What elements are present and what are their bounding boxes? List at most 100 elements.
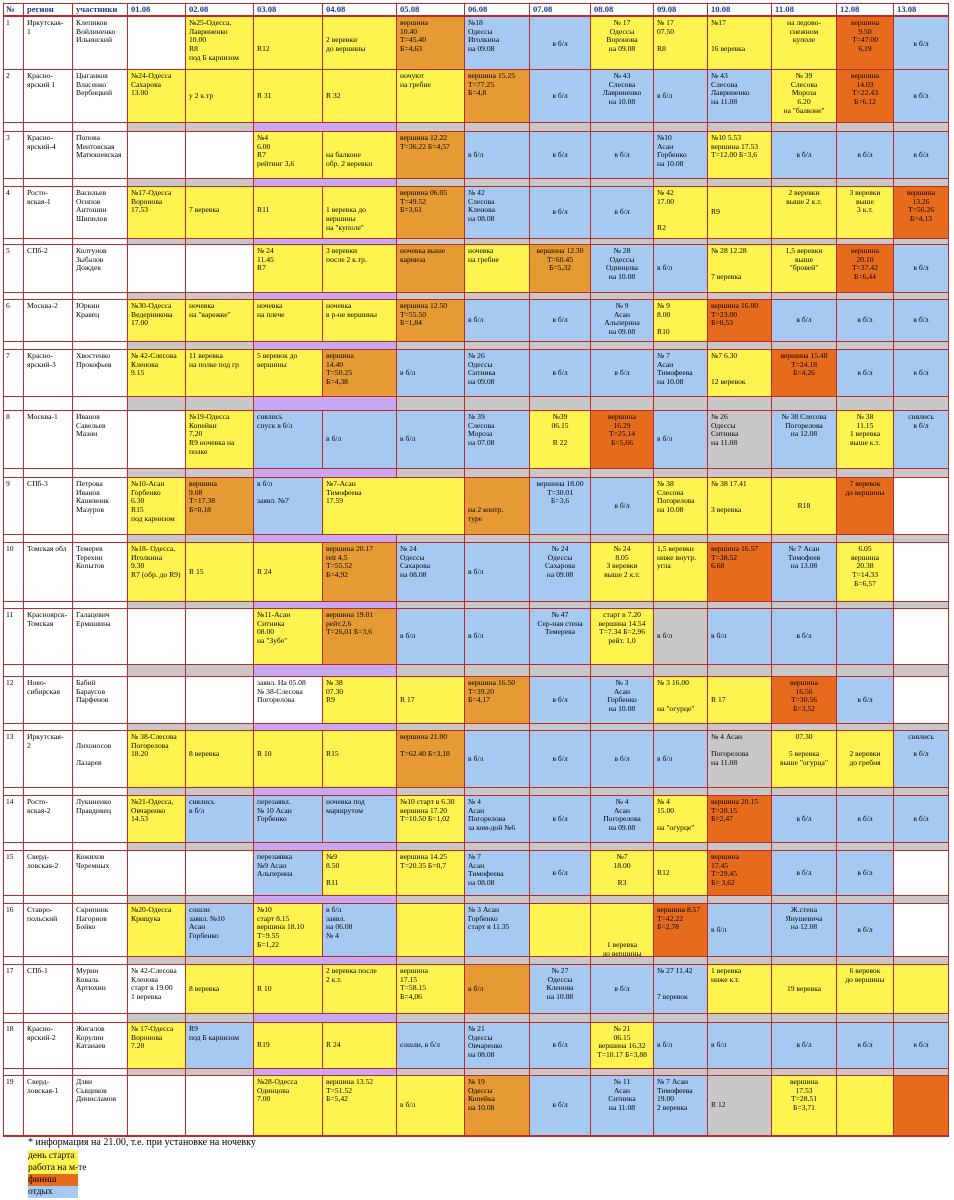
- separator-members: [73, 787, 128, 795]
- cell-line: на 09.08: [468, 377, 495, 387]
- schedule-cell: 1,5 веревки ниже внутр. угла: [654, 542, 708, 601]
- cell-line: R9 ночевка на: [189, 438, 235, 448]
- member-name: Лихоносов: [76, 740, 112, 750]
- schedule-cell: в б/л: [654, 608, 708, 664]
- region-line: Росто-: [27, 797, 48, 806]
- member-name: Колтунов: [76, 246, 107, 255]
- separator-num: [3, 1013, 24, 1022]
- schedule-cell: вершина 21.00 Т=62.40 Б=3,18: [397, 730, 465, 787]
- cell-line: 8.00: [657, 309, 671, 319]
- cell-line: Погорелова: [603, 814, 641, 824]
- schedule-cell: в б/л: [772, 850, 837, 895]
- cell-line: 2: [6, 71, 10, 80]
- schedule-cell: в б/л: [530, 349, 591, 396]
- schedule-cell: № 27 11.42 7 веревок: [654, 964, 708, 1013]
- cell-line: №21-Одесса,: [131, 797, 174, 806]
- cell-line: вершина 19.01: [326, 610, 374, 619]
- region-line: Москва-2: [27, 301, 58, 310]
- separator-cell: [186, 341, 254, 349]
- cell-line: 6.00: [257, 141, 271, 151]
- cell-line: 19 веревка: [786, 983, 822, 993]
- cell-line: № 38 Слесова: [781, 412, 827, 421]
- cell-line: № 7 Асан: [657, 1077, 689, 1086]
- cell-line: заявл. На 05.08: [257, 678, 306, 687]
- cell-line: 2 веревка после: [326, 966, 377, 975]
- cell-line: на "огурце": [657, 704, 695, 714]
- row-region: Сверд-ловская-1: [24, 1075, 73, 1135]
- cell-line: в б/л: [552, 207, 568, 216]
- cell-line: 07.30: [326, 686, 344, 696]
- cell-line: Сахарова: [400, 561, 430, 571]
- schedule-cell: [837, 608, 894, 664]
- schedule-cell: №9 8.50 R11: [323, 850, 397, 895]
- schedule-cell: № 43 Слесова Лавриненко на 10.08: [591, 69, 654, 122]
- separator-start-strip: [254, 238, 397, 244]
- schedule-cell: № 24 Одессы Сахарова на 08.08: [397, 542, 465, 601]
- cell-line: R 32: [326, 90, 341, 100]
- region-line: Красно-: [27, 351, 53, 360]
- separator-cell: [837, 534, 894, 542]
- cell-line: Б=4,26: [793, 368, 815, 378]
- schedule-cell: R 17: [530, 903, 591, 956]
- schedule-cell: R 24: [323, 1022, 397, 1068]
- cell-line: № 42: [468, 188, 485, 197]
- schedule-cell: № 42-Слесова Кленова старт в 19.00 1 веревк…: [128, 964, 186, 1013]
- separator-start-strip: [254, 723, 397, 730]
- schedule-cell: №17-Одесса Воронова 17.53: [128, 186, 186, 238]
- separator-cell: [654, 292, 708, 299]
- separator-cell: [465, 178, 530, 186]
- cell-line: Сахарова: [131, 79, 161, 89]
- schedule-cell: вершина 16.56 Т=30.56 Б=3,52: [772, 676, 837, 723]
- cell-line: Т=28.51: [790, 1094, 817, 1104]
- cell-line: Т=36.22 Б=4,57: [400, 141, 450, 151]
- cell-line: Т=20.35 Б=0,7: [400, 860, 447, 870]
- separator-cell: [591, 664, 654, 676]
- cell-line: № 42: [657, 188, 674, 197]
- schedule-cell: в б/л: [837, 903, 894, 956]
- schedule-cell: № 27 Одессы Кленова на 10.08: [530, 964, 591, 1013]
- cell-line: на 11.08: [608, 1103, 636, 1113]
- cell-line: 14: [6, 797, 14, 806]
- separator-cell: [128, 956, 186, 964]
- row-number: 5: [3, 244, 24, 292]
- schedule-cell: в б/л: [530, 69, 591, 122]
- cell-line: 2 веревка: [657, 1103, 688, 1113]
- cell-line: №28-Одесса: [257, 1077, 298, 1086]
- region-line: СПб-1: [27, 966, 48, 975]
- row-number: 10: [3, 542, 24, 601]
- empty-cell: [894, 542, 949, 601]
- cell-line: рейтинг 3,6: [257, 159, 295, 169]
- schedule-cell: 3 веревки выше 3 к.т.: [837, 186, 894, 238]
- member-name: Хвостенко: [76, 351, 111, 360]
- member-name: Зыбалов: [76, 254, 104, 264]
- cell-line: в б/л: [468, 631, 484, 640]
- cell-line: Лавриненко: [189, 26, 228, 36]
- header-9: 07.08: [530, 3, 591, 16]
- separator-num: [3, 292, 24, 299]
- cell-line: в б/л: [657, 263, 673, 272]
- separator-cell: [772, 664, 837, 676]
- separator-cell: [894, 601, 949, 608]
- cell-line: 19: [6, 1077, 14, 1086]
- member-name: Динисламов: [76, 1094, 117, 1104]
- schedule-cell: № 21 Одессы Овчаренко на 08.08: [465, 1022, 530, 1068]
- cell-line: Т=77.25: [468, 79, 495, 89]
- schedule-cell: в б/л: [708, 608, 772, 664]
- schedule-table: № регион участники 01.08 02.08 03.08 04.08 05.0…: [3, 3, 949, 1137]
- cell-line: на 09.08: [546, 570, 574, 580]
- cell-line: Мороза: [791, 88, 817, 98]
- cell-line: № 27: [551, 966, 569, 975]
- cell-line: R12: [257, 44, 270, 54]
- cell-line: №18- Одесса,: [131, 544, 176, 553]
- region-line: ярский 1: [27, 79, 56, 89]
- separator-num: [3, 468, 24, 477]
- cell-line: Ситника: [608, 1094, 636, 1104]
- separator-cell: [530, 1135, 591, 1137]
- schedule-cell: № 17-Одесса Воронова 7.20: [128, 1022, 186, 1068]
- cell-line: Б=4,06: [400, 992, 422, 1002]
- row-region: Красно-ярский 1: [24, 69, 73, 122]
- cell-line: в б/л: [913, 367, 929, 377]
- cell-line: в б/л: [552, 867, 568, 877]
- schedule-cell: в б/л: [323, 410, 397, 468]
- cell-line: Т=14.33: [851, 570, 878, 580]
